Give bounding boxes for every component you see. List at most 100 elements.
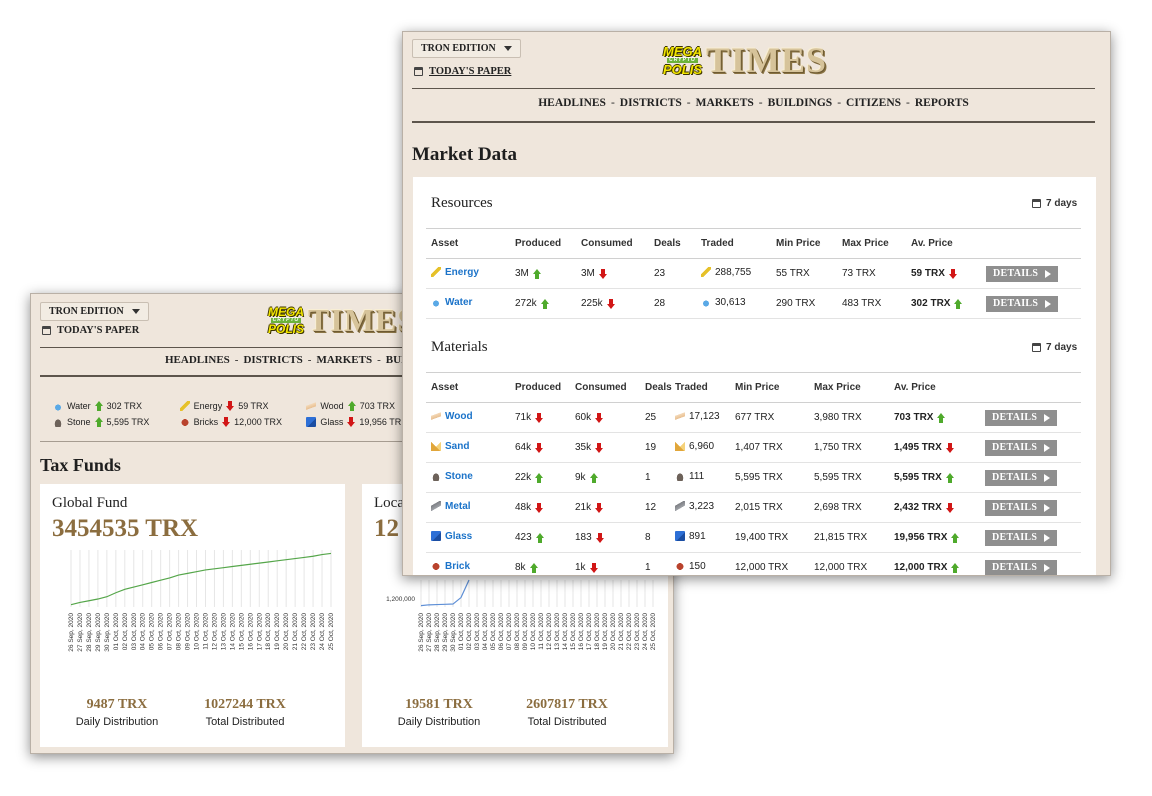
arrow-down-icon	[598, 268, 607, 279]
logo-mega-text: MEGA	[268, 305, 304, 319]
consumed-amount: 183	[575, 532, 592, 543]
consumed-cell: 9k	[575, 462, 645, 493]
table-header-row: Asset Produced Consumed Deals Traded Min Pric…	[426, 228, 1081, 259]
calendar-icon	[1032, 199, 1041, 208]
details-button[interactable]: DETAILS	[985, 439, 1058, 456]
avg-price-amount: 1,495 TRX	[894, 442, 942, 453]
min-price-cell: 677 TRX	[735, 402, 814, 433]
nav-item-districts[interactable]: DISTRICTS	[243, 354, 303, 366]
column-header-deals: Deals	[654, 228, 701, 259]
details-button[interactable]: DETAILS	[985, 409, 1058, 426]
nav-separator: -	[307, 354, 312, 366]
details-button[interactable]: DETAILS	[985, 559, 1058, 575]
resources-period-selector[interactable]: 7 days	[1032, 198, 1077, 209]
asset-link-water[interactable]: Water	[431, 297, 472, 308]
ticker-item-bricks[interactable]: Bricks 12,000 TRX	[179, 417, 307, 427]
arrow-up-icon	[529, 562, 538, 573]
avg-price-value: 5,595 TRX	[894, 472, 954, 483]
energy-icon	[701, 267, 711, 278]
edition-dropdown[interactable]: TRON EDITION	[412, 39, 521, 58]
details-button[interactable]: DETAILS	[985, 529, 1058, 546]
details-button[interactable]: DETAILS	[986, 265, 1059, 282]
details-label: DETAILS	[992, 532, 1038, 543]
asset-link-wood[interactable]: Wood	[431, 411, 473, 422]
play-arrow-icon	[1044, 533, 1051, 542]
arrow-up-icon	[94, 401, 103, 411]
water-icon	[53, 401, 63, 411]
details-button[interactable]: DETAILS	[986, 295, 1059, 312]
consumed-value: 21k	[575, 502, 604, 513]
logo-polis-text: POLIS	[268, 322, 305, 336]
ticker-item-glass[interactable]: Glass 19,956 TR	[306, 417, 433, 427]
nav-item-headlines[interactable]: HEADLINES	[165, 354, 230, 366]
ticker-item-energy[interactable]: Energy 59 TRX	[179, 401, 307, 411]
arrow-down-icon	[535, 412, 544, 423]
arrow-up-icon	[535, 472, 544, 483]
asset-link-brick[interactable]: Brick	[431, 561, 470, 572]
asset-link-glass[interactable]: Glass	[431, 531, 472, 542]
sand-icon	[675, 441, 685, 452]
main-nav: HEADLINES-DISTRICTS-MARKETS-BUILD	[165, 354, 421, 366]
asset-link-energy[interactable]: Energy	[431, 267, 479, 278]
todays-paper-link[interactable]: TODAY'S PAPER	[414, 66, 511, 77]
chart-x-tick-label: 06 Oct, 2020	[498, 613, 505, 651]
traded-value: 288,755	[701, 267, 751, 278]
ticker-item-wood[interactable]: Wood 703 TRX	[306, 401, 433, 411]
nav-separator: -	[906, 97, 910, 109]
deals-cell: 28	[654, 288, 701, 319]
table-row: Glass 423 183 8 891 19,400 TRX 21,815 TRX 19,95…	[426, 522, 1081, 553]
details-button[interactable]: DETAILS	[985, 499, 1058, 516]
arrow-up-icon	[951, 532, 960, 543]
mega-polis-times-logo[interactable]: MEGA CRYPTO POLIS TIMES	[268, 302, 416, 339]
table-row: Metal 48k 21k 12 3,223 2,015 TRX 2,698 TRX 2,43…	[426, 492, 1081, 523]
chart-x-tick-label: 30 Sep, 2020	[104, 613, 111, 652]
asset-name: Wood	[445, 410, 473, 422]
mega-polis-times-logo[interactable]: MEGA CRYPTO POLIS TIMES	[663, 39, 827, 81]
nav-item-headlines[interactable]: HEADLINES	[538, 97, 606, 109]
asset-name: Stone	[445, 470, 473, 482]
produced-value: 8k	[515, 562, 538, 573]
asset-link-stone[interactable]: Stone	[431, 471, 473, 482]
produced-amount: 423	[515, 532, 532, 543]
column-header-deals: Deals	[645, 372, 675, 403]
arrow-down-icon	[948, 268, 957, 279]
logo-times-text: TIMES	[308, 302, 417, 338]
materials-period-selector[interactable]: 7 days	[1032, 342, 1077, 353]
todays-paper-label: TODAY'S PAPER	[57, 325, 140, 336]
chart-x-tick-label: 23 Oct, 2020	[634, 613, 641, 651]
nav-item-buildings[interactable]: BUILDINGS	[767, 97, 833, 109]
ticker-item-stone[interactable]: Stone 5,595 TRX	[53, 417, 180, 427]
column-header-traded: Traded	[675, 372, 735, 403]
nav-item-markets[interactable]: MARKETS	[695, 97, 754, 109]
nav-item-districts[interactable]: DISTRICTS	[619, 97, 682, 109]
details-label: DETAILS	[992, 412, 1038, 423]
chart-x-tick-label: 13 Oct, 2020	[220, 613, 227, 651]
avg-price-value: 59 TRX	[911, 268, 957, 279]
details-button[interactable]: DETAILS	[985, 469, 1058, 486]
chart-x-tick-label: 26 Sep, 2020	[418, 613, 425, 652]
arrow-up-icon	[94, 417, 103, 427]
consumed-value: 183	[575, 532, 604, 543]
chart-x-tick-label: 24 Oct, 2020	[319, 613, 326, 651]
ticker-row: Water 302 TRX Energy 59 TRX Wood 703 TRX	[53, 398, 433, 414]
chart-x-tick-label: 23 Oct, 2020	[310, 613, 317, 651]
chart-x-tick-label: 18 Oct, 2020	[265, 613, 272, 651]
ticker-item-water[interactable]: Water 302 TRX	[53, 401, 180, 411]
stone-icon	[53, 417, 63, 427]
todays-paper-link[interactable]: TODAY'S PAPER	[42, 325, 139, 336]
asset-link-sand[interactable]: Sand	[431, 441, 469, 452]
traded-amount: 30,613	[715, 296, 746, 308]
nav-item-citizens[interactable]: CITIZENS	[846, 97, 902, 109]
edition-dropdown[interactable]: TRON EDITION	[40, 302, 149, 321]
header-divider	[412, 88, 1095, 89]
resources-title: Resources	[431, 195, 493, 211]
consumed-value: 3M	[581, 268, 607, 279]
brick-icon	[431, 561, 441, 572]
asset-link-metal[interactable]: Metal	[431, 501, 471, 512]
nav-item-markets[interactable]: MARKETS	[316, 354, 373, 366]
avg-price-cell: 59 TRX	[911, 258, 986, 289]
chart-x-tick-label: 04 Oct, 2020	[482, 613, 489, 651]
traded-cell: 891	[675, 522, 735, 553]
nav-item-reports[interactable]: REPORTS	[914, 97, 969, 109]
asset-name: Energy	[445, 266, 479, 278]
